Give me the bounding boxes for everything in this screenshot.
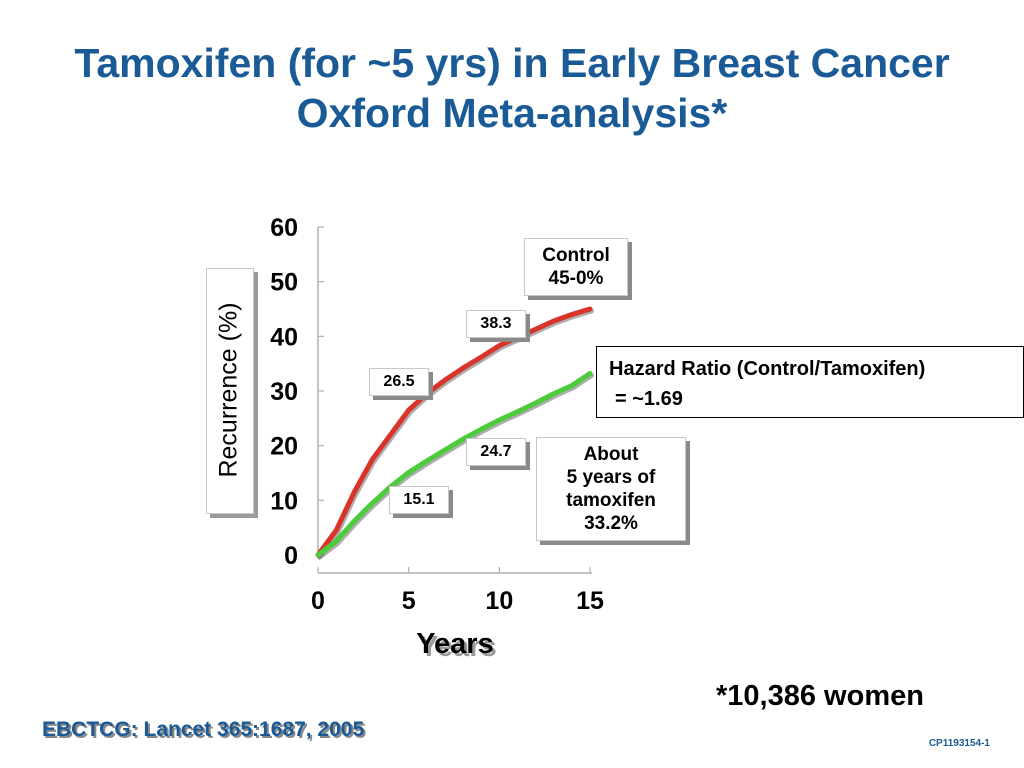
y-axis-label: Recurrence (%) — [214, 302, 243, 478]
tamoxifen-annotation-line-1: About — [583, 444, 639, 465]
x-tick-label: 10 — [485, 587, 513, 615]
hazard-ratio-box: Hazard Ratio (Control/Tamoxifen) = ~1.69 — [596, 346, 1024, 418]
chart-axes — [317, 226, 592, 574]
tamoxifen-annotation-line-2: 5 years of — [566, 467, 656, 488]
tamoxifen-annotation: About 5 years of tamoxifen 33.2% — [536, 437, 686, 541]
title-line-1: Tamoxifen (for ~5 yrs) in Early Breast C… — [74, 40, 950, 86]
y-tick-label: 30 — [270, 378, 298, 406]
control-annotation-line-2: 45-0% — [548, 268, 604, 289]
chart-series — [315, 306, 594, 560]
title-line-2: Oxford Meta-analysis* — [296, 90, 728, 136]
footnote-women: *10,386 women — [716, 680, 924, 712]
slide-title: Tamoxifen (for ~5 yrs) in Early Breast C… — [0, 38, 1024, 138]
data-label-tamoxifen-10: 24.7 — [466, 438, 526, 466]
source-citation: EBCTCG: Lancet 365:1687, 2005 — [42, 718, 365, 741]
tamoxifen-annotation-line-4: 33.2% — [584, 513, 638, 534]
y-tick-label: 60 — [270, 214, 298, 242]
x-tick-label: 5 — [402, 587, 416, 615]
y-tick-label: 10 — [270, 487, 298, 515]
control-annotation: Control 45-0% — [524, 238, 628, 296]
data-label-control-10: 38.3 — [466, 310, 526, 338]
series-line-control — [315, 306, 593, 558]
y-tick-label: 40 — [270, 323, 298, 351]
control-annotation-line-1: Control — [542, 245, 610, 266]
y-tick-label: 50 — [270, 269, 298, 297]
x-tick-label: 15 — [576, 587, 604, 615]
slide-code: CP1193154-1 — [928, 738, 990, 749]
chart-tick-labels: 0 10 20 30 40 50 60 0 5 10 15 — [270, 214, 604, 615]
hazard-ratio-line-1: Hazard Ratio (Control/Tamoxifen) — [609, 358, 926, 380]
data-label-control-5: 26.5 — [369, 368, 429, 396]
series-line-tamoxifen — [315, 371, 593, 558]
x-axis-label: Years — [416, 628, 494, 660]
y-tick-label: 0 — [284, 542, 298, 570]
y-axis-label-box — [206, 268, 254, 514]
tamoxifen-annotation-line-3: tamoxifen — [566, 490, 656, 511]
hazard-ratio-line-2: = ~1.69 — [615, 388, 683, 410]
y-tick-label: 20 — [270, 433, 298, 461]
data-label-tamoxifen-5: 15.1 — [389, 486, 449, 514]
x-tick-label: 0 — [311, 587, 325, 615]
